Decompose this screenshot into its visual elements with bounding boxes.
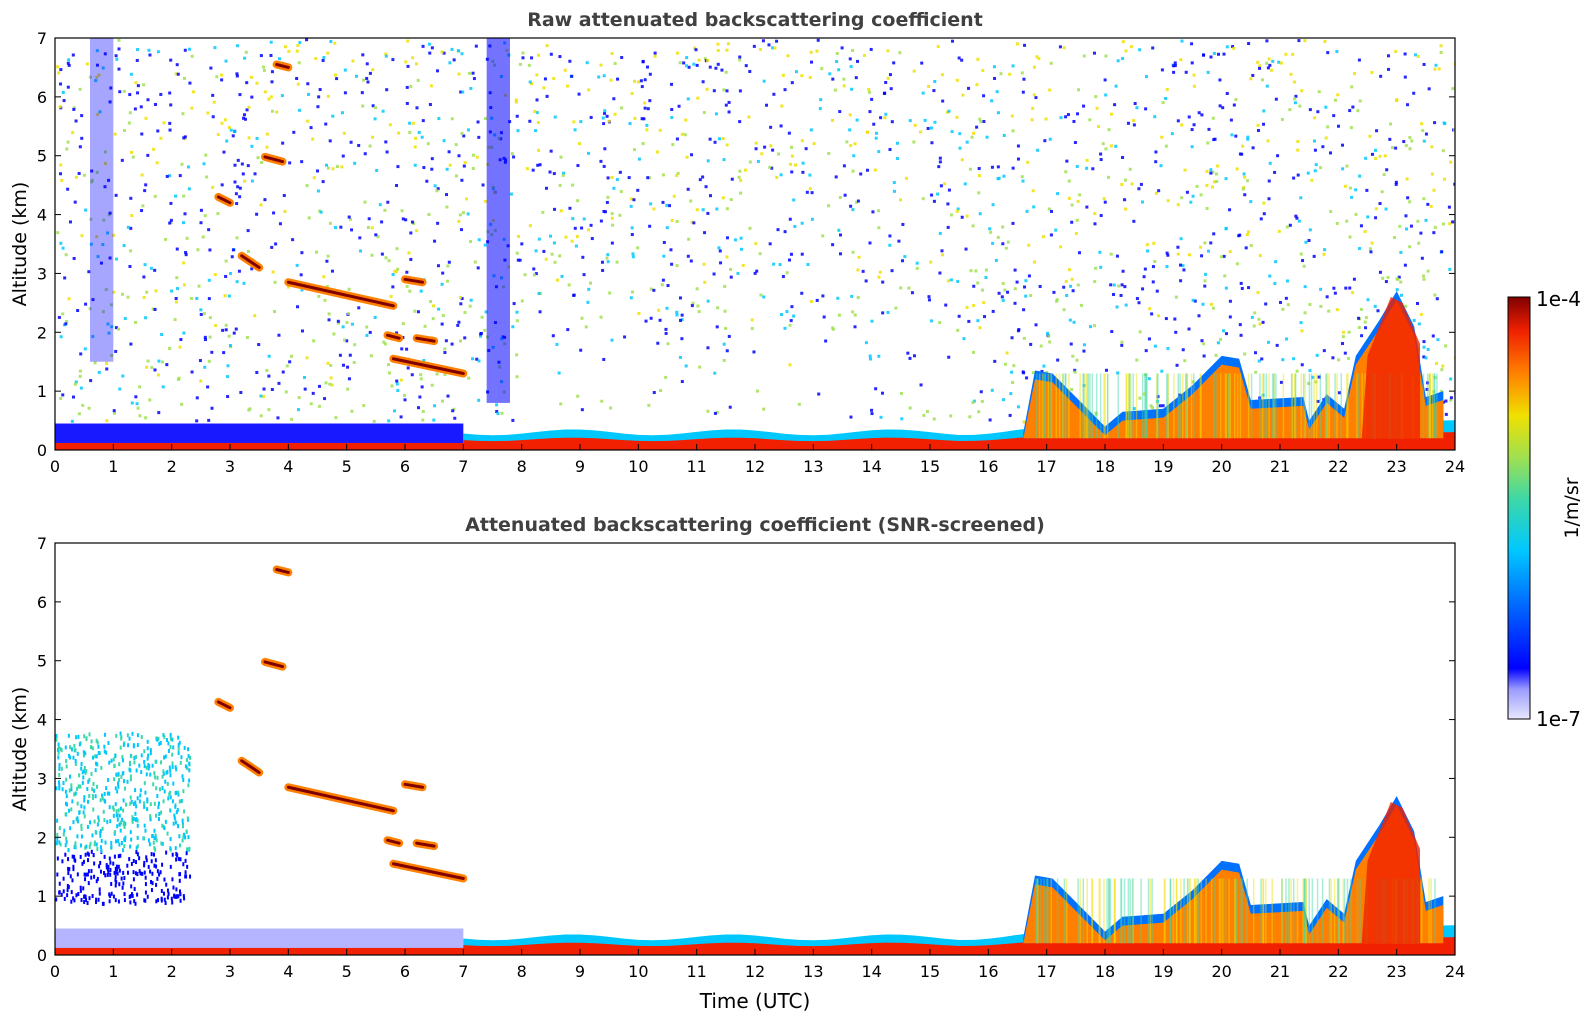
y-tick-label: 3 xyxy=(37,769,47,788)
x-tick-label: 7 xyxy=(458,962,468,981)
convective-tower xyxy=(1361,296,1420,439)
screened-x-axis-label: Time (UTC) xyxy=(699,989,811,1013)
y-tick-label: 6 xyxy=(37,88,47,107)
x-tick-label: 2 xyxy=(167,457,177,476)
screened-panel-title: Attenuated backscattering coefficient (S… xyxy=(465,514,1045,536)
raw-y-axis-label: Altitude (km) xyxy=(9,182,31,307)
x-tick-label: 3 xyxy=(225,962,235,981)
screened-x-axis: 0 1 2 3 4 5 6 7 8 9 10 11 12 13 14 15 16 17 18 19 20 21 22 23 24 xyxy=(50,949,1465,981)
x-tick-label: 0 xyxy=(50,962,60,981)
y-tick-label: 7 xyxy=(37,534,47,553)
background-noise xyxy=(56,38,1455,424)
x-tick-label: 22 xyxy=(1328,457,1348,476)
x-tick-label: 6 xyxy=(400,962,410,981)
y-tick-label: 1 xyxy=(37,887,47,906)
x-tick-label: 16 xyxy=(978,457,998,476)
x-tick-label: 15 xyxy=(920,962,940,981)
x-tick-label: 17 xyxy=(1036,962,1056,981)
elevated-layers xyxy=(214,565,468,883)
raw-y-axis: 0 1 2 3 4 5 6 7 xyxy=(37,29,1455,460)
cloud-deck xyxy=(1023,299,1444,439)
x-tick-label: 2 xyxy=(167,962,177,981)
x-tick-label: 8 xyxy=(517,457,527,476)
x-tick-label: 24 xyxy=(1445,457,1465,476)
screened-y-axis: 0 1 2 3 4 5 6 7 xyxy=(37,534,1455,965)
raw-panel: Raw attenuated backscattering coefficien… xyxy=(9,9,1465,476)
elevated-layers xyxy=(214,60,468,378)
x-tick-label: 8 xyxy=(517,962,527,981)
x-tick-label: 23 xyxy=(1386,962,1406,981)
x-tick-label: 4 xyxy=(283,962,293,981)
x-tick-label: 21 xyxy=(1270,962,1290,981)
x-tick-label: 10 xyxy=(628,457,648,476)
x-tick-label: 1 xyxy=(108,457,118,476)
x-tick-label: 12 xyxy=(745,962,765,981)
screened-panel: Attenuated backscattering coefficient (S… xyxy=(9,514,1465,1013)
x-tick-label: 19 xyxy=(1153,457,1173,476)
x-tick-label: 13 xyxy=(803,457,823,476)
y-tick-label: 6 xyxy=(37,593,47,612)
surface-band xyxy=(55,947,464,955)
y-tick-label: 2 xyxy=(37,323,47,342)
raw-x-axis: 0 1 2 3 4 5 6 7 8 9 10 11 12 13 14 15 16 17 18 19 20 21 22 23 24 xyxy=(50,444,1465,476)
x-tick-label: 19 xyxy=(1153,962,1173,981)
x-tick-label: 18 xyxy=(1095,457,1115,476)
y-tick-label: 4 xyxy=(37,711,47,730)
x-tick-label: 23 xyxy=(1386,457,1406,476)
y-tick-label: 0 xyxy=(37,946,47,965)
aerosol-layer xyxy=(55,731,192,906)
y-tick-label: 5 xyxy=(37,147,47,166)
raw-panel-title: Raw attenuated backscattering coefficien… xyxy=(527,9,983,31)
y-tick-label: 7 xyxy=(37,29,47,48)
x-tick-label: 10 xyxy=(628,962,648,981)
x-tick-label: 24 xyxy=(1445,962,1465,981)
screened-y-axis-label: Altitude (km) xyxy=(9,687,31,812)
y-tick-label: 0 xyxy=(37,441,47,460)
x-tick-label: 11 xyxy=(686,962,706,981)
x-tick-label: 0 xyxy=(50,457,60,476)
cloud-deck xyxy=(1023,804,1444,944)
screened-heatmap xyxy=(55,565,1455,955)
x-tick-label: 17 xyxy=(1036,457,1056,476)
x-tick-label: 7 xyxy=(458,457,468,476)
convective-tower xyxy=(1361,801,1420,944)
x-tick-label: 6 xyxy=(400,457,410,476)
cloud-deck-edge xyxy=(1023,796,1444,944)
x-tick-label: 9 xyxy=(575,457,585,476)
x-tick-label: 12 xyxy=(745,457,765,476)
x-tick-label: 11 xyxy=(686,457,706,476)
raw-heatmap xyxy=(55,38,1455,450)
y-tick-label: 1 xyxy=(37,382,47,401)
x-tick-label: 5 xyxy=(342,457,352,476)
colorbar: 1e-4 1e-7 1/m/sr xyxy=(1507,287,1583,731)
x-tick-label: 21 xyxy=(1270,457,1290,476)
x-tick-label: 5 xyxy=(342,962,352,981)
colorbar-max-label: 1e-4 xyxy=(1536,287,1581,311)
x-tick-label: 20 xyxy=(1211,962,1231,981)
colorbar-unit-label: 1/m/sr xyxy=(1561,477,1583,538)
y-tick-label: 2 xyxy=(37,828,47,847)
x-tick-label: 15 xyxy=(920,457,940,476)
x-tick-label: 4 xyxy=(283,457,293,476)
x-tick-label: 13 xyxy=(803,962,823,981)
x-tick-label: 1 xyxy=(108,962,118,981)
y-tick-label: 5 xyxy=(37,652,47,671)
x-tick-label: 3 xyxy=(225,457,235,476)
x-tick-label: 14 xyxy=(861,962,881,981)
x-tick-label: 18 xyxy=(1095,962,1115,981)
y-tick-label: 4 xyxy=(37,206,47,225)
x-tick-label: 16 xyxy=(978,962,998,981)
x-tick-label: 14 xyxy=(861,457,881,476)
colorbar-min-label: 1e-7 xyxy=(1536,707,1581,731)
x-tick-label: 22 xyxy=(1328,962,1348,981)
noise-streak xyxy=(486,38,510,403)
colorbar-gradient xyxy=(1507,296,1531,720)
surface-band xyxy=(55,442,464,450)
noise-streak xyxy=(90,38,114,362)
y-tick-label: 3 xyxy=(37,264,47,283)
x-tick-label: 20 xyxy=(1211,457,1231,476)
cloud-deck-edge xyxy=(1023,291,1444,439)
x-tick-label: 9 xyxy=(575,962,585,981)
